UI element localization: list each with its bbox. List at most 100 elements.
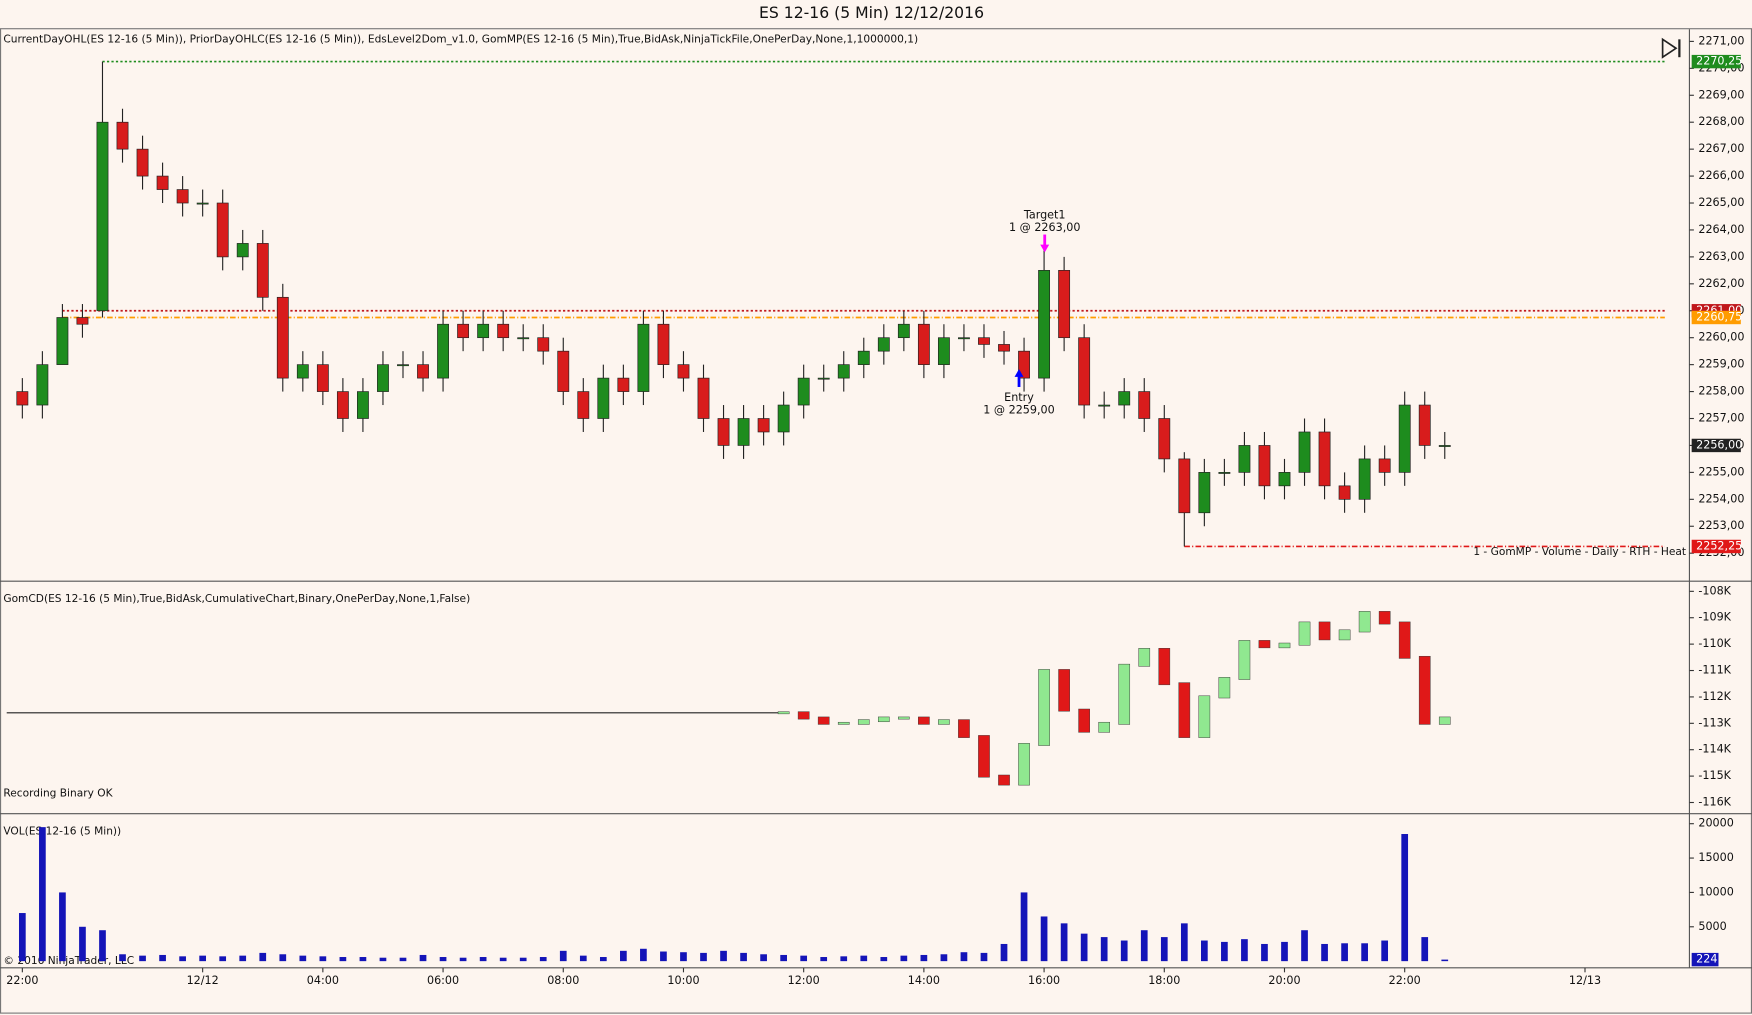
candle-body [557,350,570,392]
delta-bar [1218,677,1231,699]
candle-body [437,323,449,379]
volume-bar [18,913,26,962]
price-marker-label: 2256,00 [1696,438,1742,451]
y-tick-label: 5000 [1698,920,1726,933]
y-tick-label: -111K [1698,664,1731,677]
last-volume-marker [1691,952,1719,967]
candle-body [1398,404,1411,473]
volume-bar [680,952,687,962]
volume-bar [740,952,747,962]
delta-bar [1298,621,1311,646]
candle-body [236,243,249,258]
volume-bar [760,954,767,962]
delta-bar [1238,640,1251,680]
candle-body [16,391,29,406]
delta-bar [1098,721,1110,733]
candle-body [797,377,810,406]
y-tick-label: 2263,00 [1698,250,1744,263]
delta-bar [1078,708,1090,733]
candle-body [1298,431,1311,473]
y-tick-label: 2259,00 [1698,358,1744,371]
volume-bar [519,957,527,962]
x-tick-label: 20:00 [1268,974,1300,987]
volume-bar [479,957,487,962]
delta-bar [1018,743,1030,786]
delta-bar [998,774,1010,786]
volume-bar [59,892,66,962]
volume-bar [39,827,46,962]
volume-bar [900,955,908,962]
candle-body [857,350,870,365]
annotation-arrowhead [1040,244,1050,253]
y-tick-label: -109K [1698,611,1731,624]
volume-bar [1180,923,1188,962]
x-tick-label: 04:00 [307,974,339,987]
volume-bar [1140,930,1148,962]
volume-bar [79,926,86,962]
candle-body [757,418,770,433]
delta-bar [978,735,990,778]
x-tick-label: 18:00 [1148,974,1180,987]
candle-body [497,323,510,339]
y-tick-label: -112K [1698,690,1731,703]
candle-body [1018,350,1030,379]
volume-bar [860,955,868,962]
y-tick-label: -115K [1698,769,1731,782]
volume-bar [419,954,427,962]
candle-body [1258,445,1271,487]
volume-bar [359,957,367,962]
volume-bar [1040,916,1048,962]
annotation-arrowhead [1014,369,1024,377]
volume-bar [539,957,547,962]
candle-body [1098,404,1111,407]
candle-body [1418,404,1431,446]
volume-bar [880,957,888,962]
end-button[interactable] [1661,37,1681,59]
candle-body [1218,472,1231,474]
candle-body [697,377,710,419]
price-marker [1691,539,1741,554]
candle-body [657,323,670,365]
volume-bar [620,950,627,962]
delta-bar [837,721,850,725]
y-tick-label: 2269,00 [1698,88,1744,101]
delta-bar [1418,655,1431,725]
y-tick-label: 2253,00 [1698,519,1744,532]
volume-bar [640,948,647,962]
volume-bar [1221,941,1228,962]
y-tick-label: 2271,00 [1698,34,1744,47]
delta-bar [1178,682,1191,738]
candle-body [357,391,369,419]
volume-bar [379,957,387,962]
candle-body [377,364,389,392]
candle-body [1278,472,1291,487]
volume-bar [159,954,166,962]
volume-bar [439,957,447,962]
y-tick-label: 10000 [1698,885,1734,898]
candle-body [316,364,329,392]
candle-body [817,377,830,380]
volume-bar [1301,930,1308,962]
volume-bar [579,955,587,962]
y-tick-label: 2266,00 [1698,169,1744,182]
candle-body [56,317,69,365]
candle-body [897,323,910,339]
candle-body [76,317,89,325]
candle-body [1038,270,1051,379]
annotation-label: 1 @ 2259,00 [983,403,1054,416]
candle-body [397,364,409,367]
volume-bar [1401,834,1409,962]
y-tick-label: -113K [1698,716,1731,729]
volume-bar [720,950,727,962]
delta-bar [938,719,950,725]
candle-body [96,121,109,312]
volume-bar [1100,937,1108,962]
volume-bar [459,957,467,962]
candle-body [837,364,850,379]
candle-body [256,243,269,298]
y-tick-label: -116K [1698,796,1731,809]
delta-bar [1378,611,1391,625]
volume-bar [1241,939,1248,962]
candle-body [877,337,890,352]
